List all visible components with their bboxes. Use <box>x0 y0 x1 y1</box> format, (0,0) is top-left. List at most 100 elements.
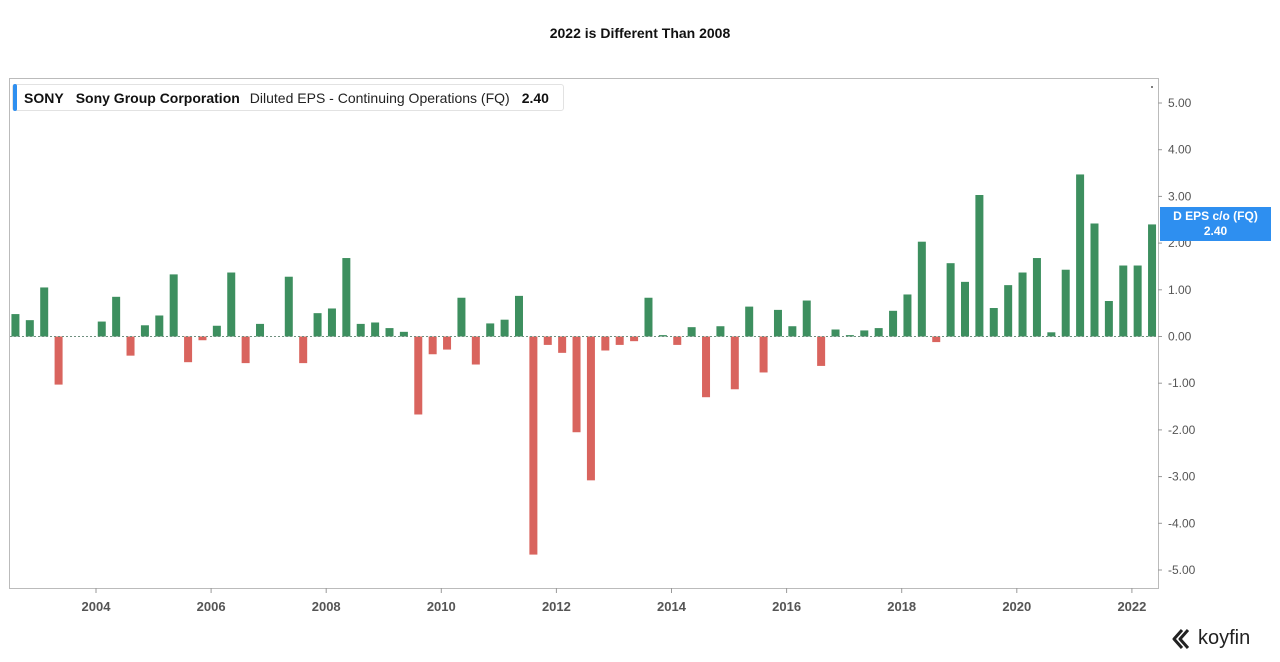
koyfin-logo[interactable]: koyfin <box>1172 627 1250 650</box>
x-tick-label: 2006 <box>197 599 226 614</box>
eps-bar <box>414 336 423 415</box>
eps-bar <box>831 329 840 337</box>
eps-bar <box>212 325 221 337</box>
legend-company: Sony Group Corporation <box>75 89 240 106</box>
eps-bar <box>514 295 523 337</box>
eps-bar <box>428 336 437 355</box>
tag-value: 2.40 <box>1203 224 1228 238</box>
eps-bar <box>1076 174 1085 337</box>
tag-label: D EPS c/o (FQ) <box>1173 209 1258 223</box>
eps-bar <box>874 328 883 337</box>
legend-metric: Diluted EPS - Continuing Operations (FQ) <box>249 89 510 106</box>
legend-swatch <box>13 84 17 111</box>
eps-bar <box>112 296 121 337</box>
last-value-tag: D EPS c/o (FQ) 2.40 <box>1160 207 1271 241</box>
x-tick-label: 2016 <box>772 599 801 614</box>
chart-title: 2022 is Different Than 2008 <box>549 25 731 41</box>
eps-bar <box>54 336 63 385</box>
eps-bar <box>702 336 711 398</box>
bars-layer <box>11 174 1157 555</box>
eps-bar <box>529 336 538 555</box>
y-tick-label: 5.00 <box>1168 96 1192 110</box>
eps-bar <box>975 195 984 337</box>
eps-bar <box>845 335 854 337</box>
y-tick-label: 0.00 <box>1168 330 1192 344</box>
x-tick-label: 2012 <box>542 599 571 614</box>
eps-bar <box>630 336 639 342</box>
eps-bar <box>586 336 595 481</box>
plot-frame <box>9 78 1159 589</box>
eps-bar <box>1133 265 1142 337</box>
y-tick-label: 3.00 <box>1168 189 1192 203</box>
y-tick-label: -3.00 <box>1168 470 1196 484</box>
y-tick-label: -2.00 <box>1168 423 1196 437</box>
eps-bar <box>932 336 941 343</box>
eps-bar <box>961 281 969 337</box>
eps-bar <box>1004 285 1013 337</box>
x-axis: 2004 2006 2008 2010 2012 2014 2016 2018 2020 2022 <box>82 588 1146 614</box>
eps-bar <box>917 241 926 337</box>
eps-bar <box>1032 258 1041 337</box>
eps-bar <box>1090 223 1099 337</box>
eps-bar <box>773 309 782 337</box>
eps-bar <box>140 325 149 337</box>
eps-bar <box>371 322 380 337</box>
eps-bar <box>399 331 408 337</box>
eps-bar <box>716 326 725 337</box>
eps-bar <box>97 321 106 337</box>
x-tick-label: 2014 <box>657 599 687 614</box>
series-legend[interactable]: SONY Sony Group Corporation Diluted EPS … <box>12 84 564 111</box>
eps-bar <box>227 272 236 337</box>
eps-bar <box>327 308 336 337</box>
eps-bar <box>572 336 581 433</box>
y-tick-label: -1.00 <box>1168 376 1196 390</box>
eps-bar <box>1119 265 1128 337</box>
eps-bar <box>989 308 998 337</box>
x-tick-label: 2004 <box>82 599 112 614</box>
eps-bar <box>198 336 207 341</box>
eps-bar <box>126 336 135 356</box>
eps-bar <box>500 319 509 337</box>
eps-bar <box>860 330 869 337</box>
legend-ticker: SONY <box>24 89 64 106</box>
eps-bar <box>299 336 308 364</box>
eps-bar <box>543 336 552 345</box>
eps-bar <box>1047 332 1056 337</box>
eps-bar <box>558 336 567 353</box>
eps-bar <box>1018 272 1027 337</box>
eps-bar <box>155 315 164 337</box>
corner-dot <box>1151 86 1153 88</box>
eps-bar <box>946 263 955 337</box>
eps-bar <box>730 336 739 390</box>
eps-bar <box>169 274 178 337</box>
eps-bar <box>241 336 250 364</box>
eps-bar <box>284 276 293 337</box>
eps-bar <box>817 336 826 366</box>
eps-bar <box>385 328 394 337</box>
eps-bar <box>673 336 682 345</box>
eps-bar <box>601 336 610 351</box>
y-tick-label: -4.00 <box>1168 516 1196 530</box>
eps-bar <box>615 336 624 345</box>
eps-bar <box>759 336 768 373</box>
eps-bar <box>1061 269 1070 337</box>
y-tick-label: 4.00 <box>1168 143 1192 157</box>
eps-bar <box>889 310 898 337</box>
eps-bar <box>356 323 365 337</box>
eps-bar <box>644 297 653 337</box>
eps-bar <box>1148 224 1157 337</box>
eps-bar <box>802 300 811 337</box>
eps-bar <box>184 336 193 363</box>
eps-bar <box>1104 301 1113 337</box>
eps-bar <box>788 326 797 337</box>
eps-bar <box>457 297 466 337</box>
legend-value: 2.40 <box>521 89 549 106</box>
eps-bar <box>25 320 34 337</box>
y-tick-label: 1.00 <box>1168 283 1192 297</box>
logo-text: koyfin <box>1198 627 1251 649</box>
x-tick-label: 2020 <box>1002 599 1031 614</box>
eps-bar <box>313 313 322 337</box>
x-tick-label: 2008 <box>312 599 341 614</box>
eps-bar <box>342 258 351 337</box>
eps-bar <box>687 327 696 337</box>
